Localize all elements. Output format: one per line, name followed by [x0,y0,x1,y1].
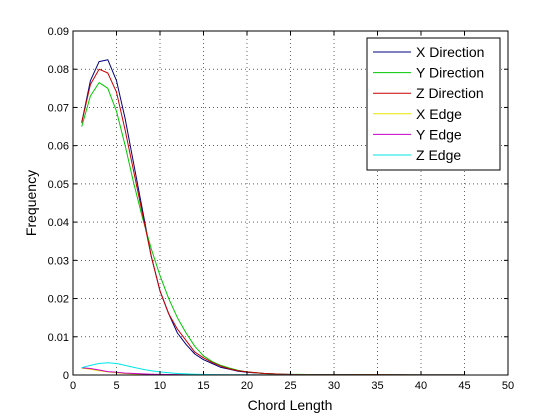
legend-label-z-edge: Z Edge [416,147,461,163]
y-tick-label: 0.05 [48,179,69,191]
y-tick-label: 0 [63,370,69,382]
legend-label-y-direction: Y Direction [416,65,484,81]
legend-box [366,37,501,171]
x-tick-label: 40 [415,380,427,392]
x-axis-label: Chord Length [248,397,333,413]
y-tick-label: 0.07 [48,102,69,114]
legend-label-z-direction: Z Direction [416,85,484,101]
legend-label-x-direction: X Direction [416,44,484,60]
x-tick-label: 0 [70,380,76,392]
x-tick-label: 10 [154,380,166,392]
grid-lines [73,31,508,375]
legend-label-y-edge: Y Edge [416,126,462,142]
y-tick-label: 0.03 [48,255,69,267]
y-tick-label: 0.09 [48,26,69,38]
y-tick-label: 0.04 [48,217,69,229]
legend-label-x-edge: X Edge [416,106,462,122]
x-tick-label: 20 [241,380,253,392]
x-tick-label: 30 [328,380,340,392]
axis-ticks: 0 5 10 15 20 25 30 35 40 45 50 0 0.01 0.02 0.03 0.04 0.0… [48,26,515,392]
legend: X Direction Y Direction Z Direction X Edge Y… [366,37,501,171]
x-tick-label: 25 [284,380,296,392]
x-tick-label: 35 [371,380,383,392]
x-tick-label: 45 [458,380,470,392]
y-tick-label: 0.02 [48,294,69,306]
x-tick-label: 50 [502,380,514,392]
x-tick-label: 5 [113,380,119,392]
x-tick-label: 15 [197,380,209,392]
y-axis-label: Frequency [23,170,39,236]
y-tick-label: 0.06 [48,141,69,153]
y-tick-label: 0.08 [48,64,69,76]
y-tick-label: 0.01 [48,332,69,344]
